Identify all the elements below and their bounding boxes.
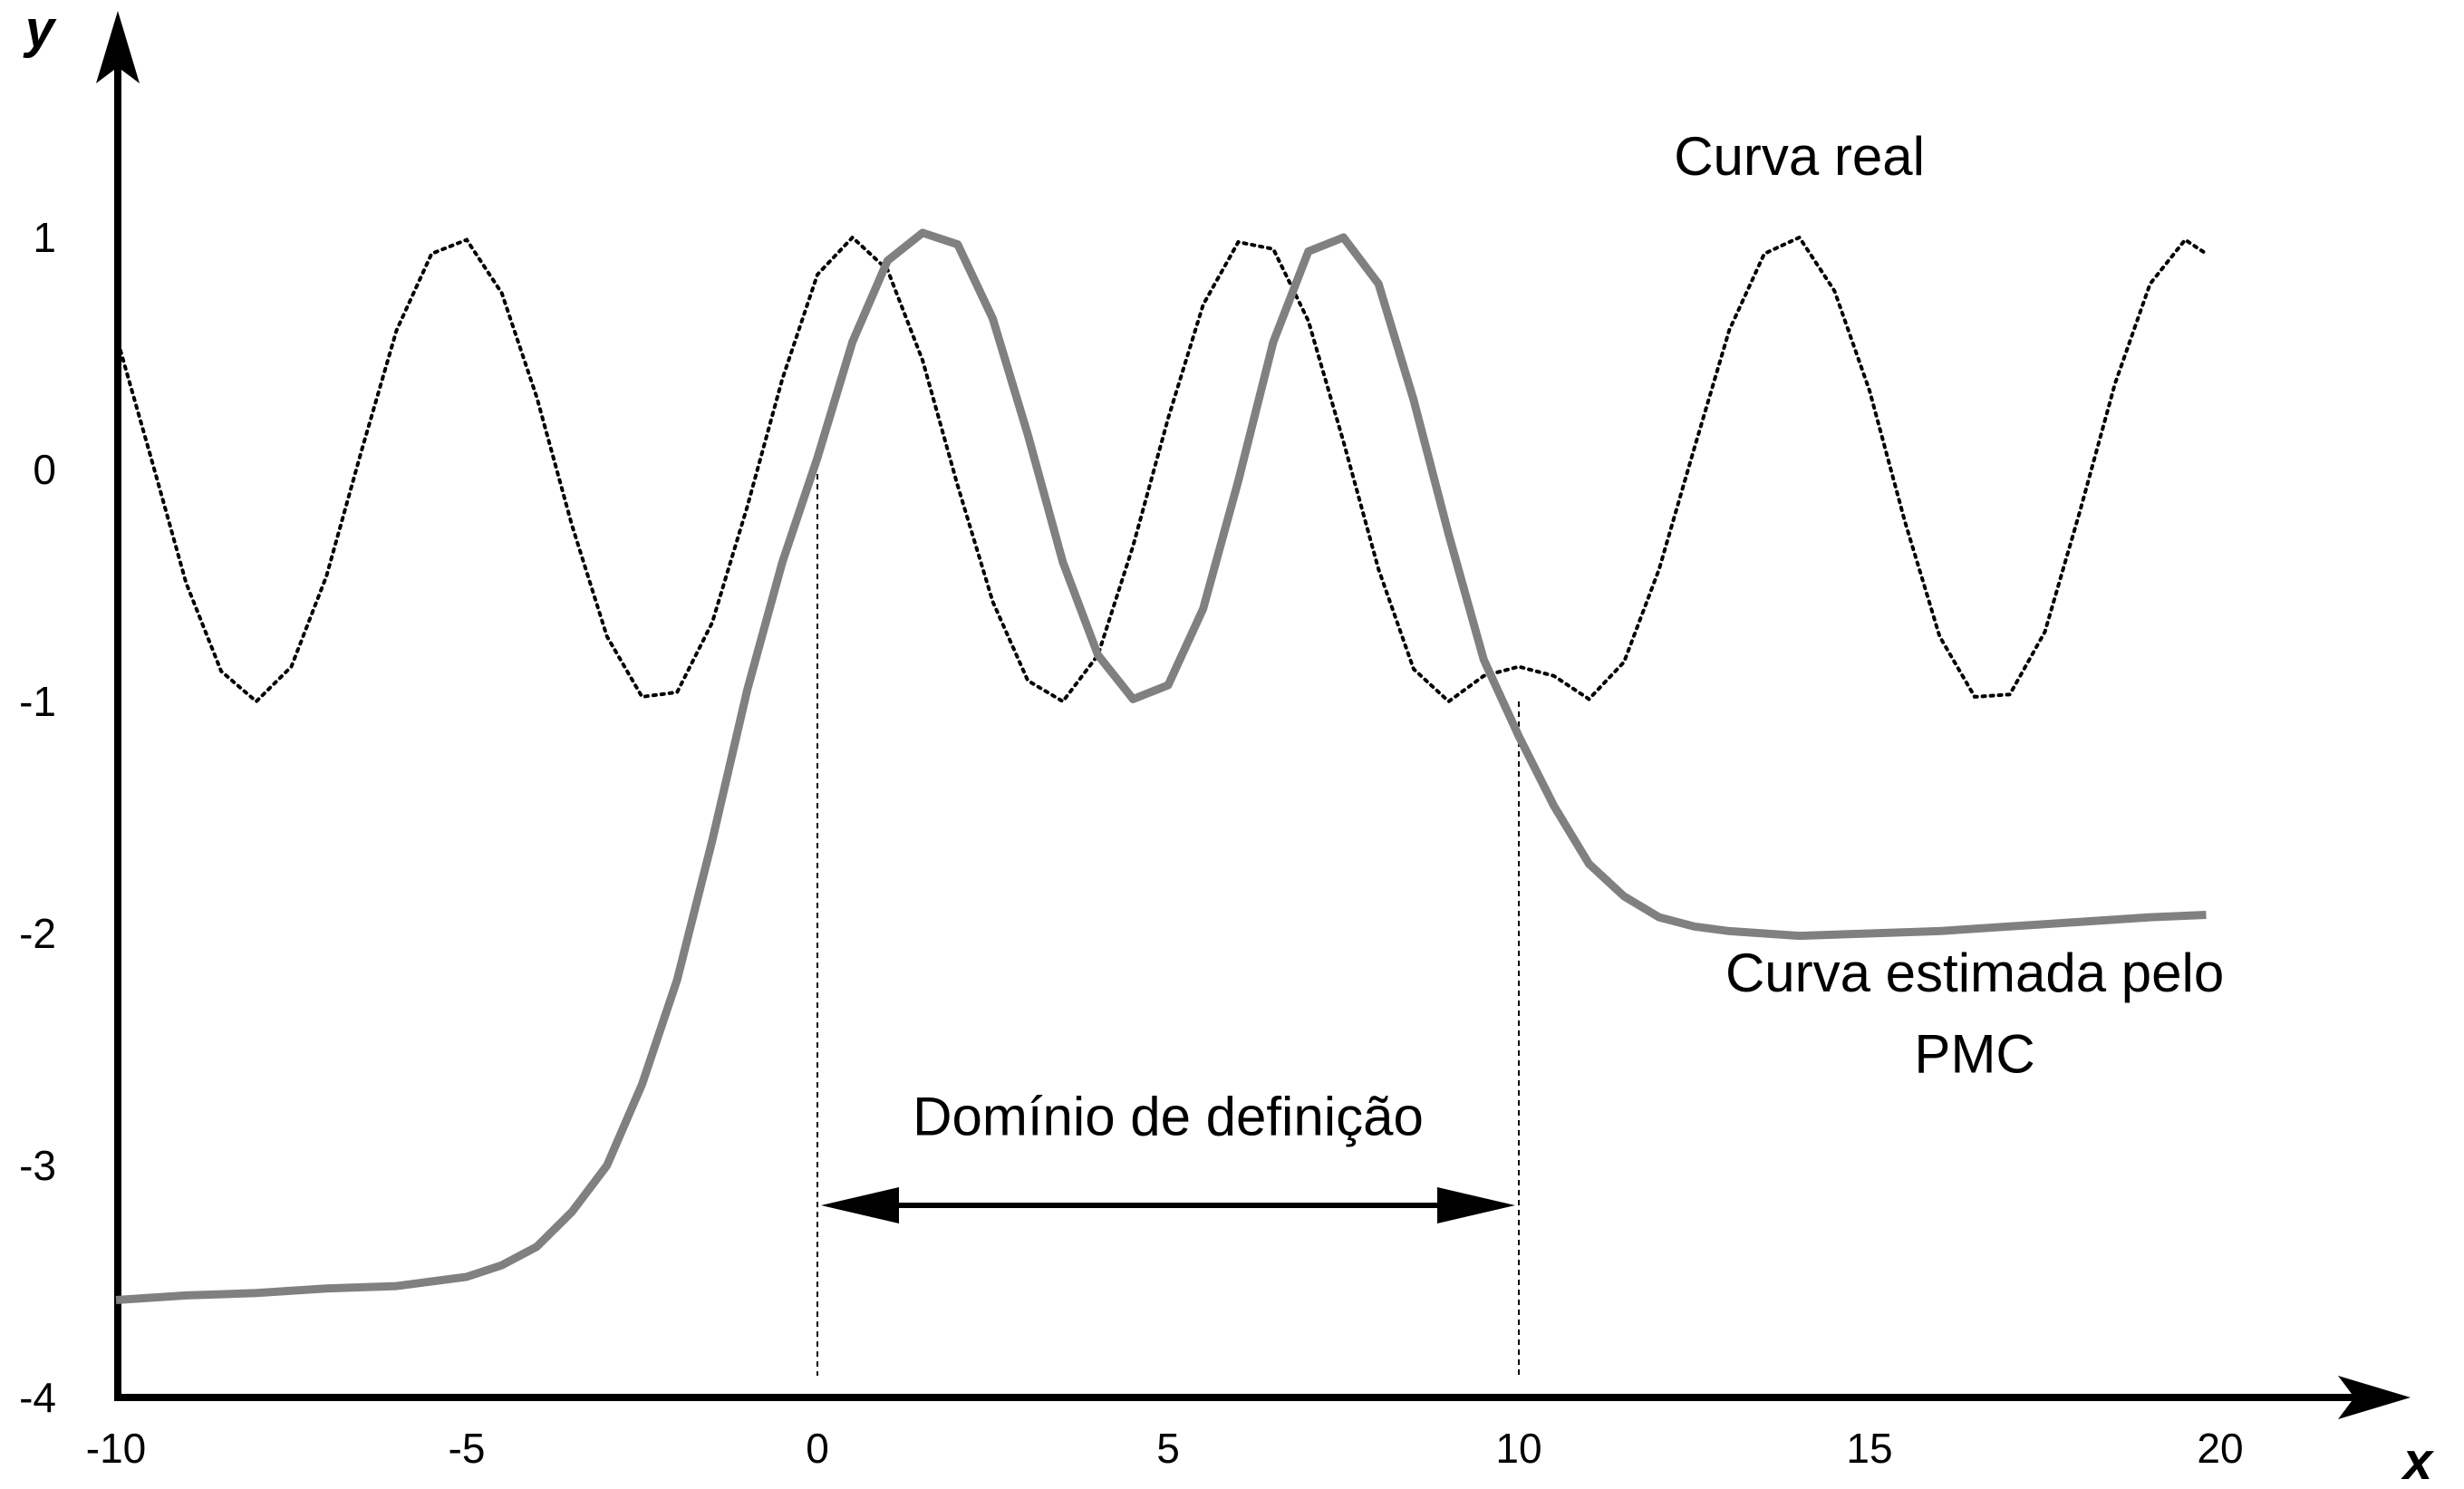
x-tick-label: -10 — [86, 1425, 146, 1472]
y-tick-label: -2 — [19, 910, 56, 957]
label-curva-estimada: Curva estimada pelo — [1725, 943, 2224, 1003]
x-axis-title: x — [2401, 1432, 2435, 1489]
y-tick-label: -3 — [19, 1142, 56, 1189]
x-tick-label: 20 — [2197, 1425, 2243, 1472]
series-curva-real — [114, 235, 2208, 704]
y-axis-arrowhead — [96, 11, 140, 83]
x-axis-arrowhead — [2338, 1376, 2411, 1419]
x-tick-labels: -10 -5 0 5 10 15 20 — [86, 1425, 2244, 1472]
x-tick-label: -5 — [449, 1425, 486, 1472]
x-tick-label: 10 — [1495, 1425, 1541, 1472]
y-axis-title: y — [23, 0, 57, 59]
y-tick-labels: 1 0 -1 -2 -3 -4 — [19, 214, 56, 1421]
label-curva-real: Curva real — [1674, 126, 1925, 187]
y-tick-label: 0 — [33, 446, 56, 493]
y-tick-label: -4 — [19, 1374, 56, 1421]
label-dominio: Domínio de definição — [913, 1087, 1424, 1147]
x-tick-label: 0 — [806, 1425, 829, 1472]
y-tick-label: 1 — [33, 214, 56, 261]
domain-arrowhead-left — [821, 1187, 899, 1223]
domain-arrowhead-right — [1437, 1187, 1515, 1223]
series-curva-estimada — [115, 228, 2207, 1304]
x-tick-label: 15 — [1846, 1425, 1892, 1472]
y-tick-label: -1 — [19, 678, 56, 725]
x-tick-label: 5 — [1156, 1425, 1180, 1472]
label-pmc: PMC — [1914, 1024, 2034, 1085]
